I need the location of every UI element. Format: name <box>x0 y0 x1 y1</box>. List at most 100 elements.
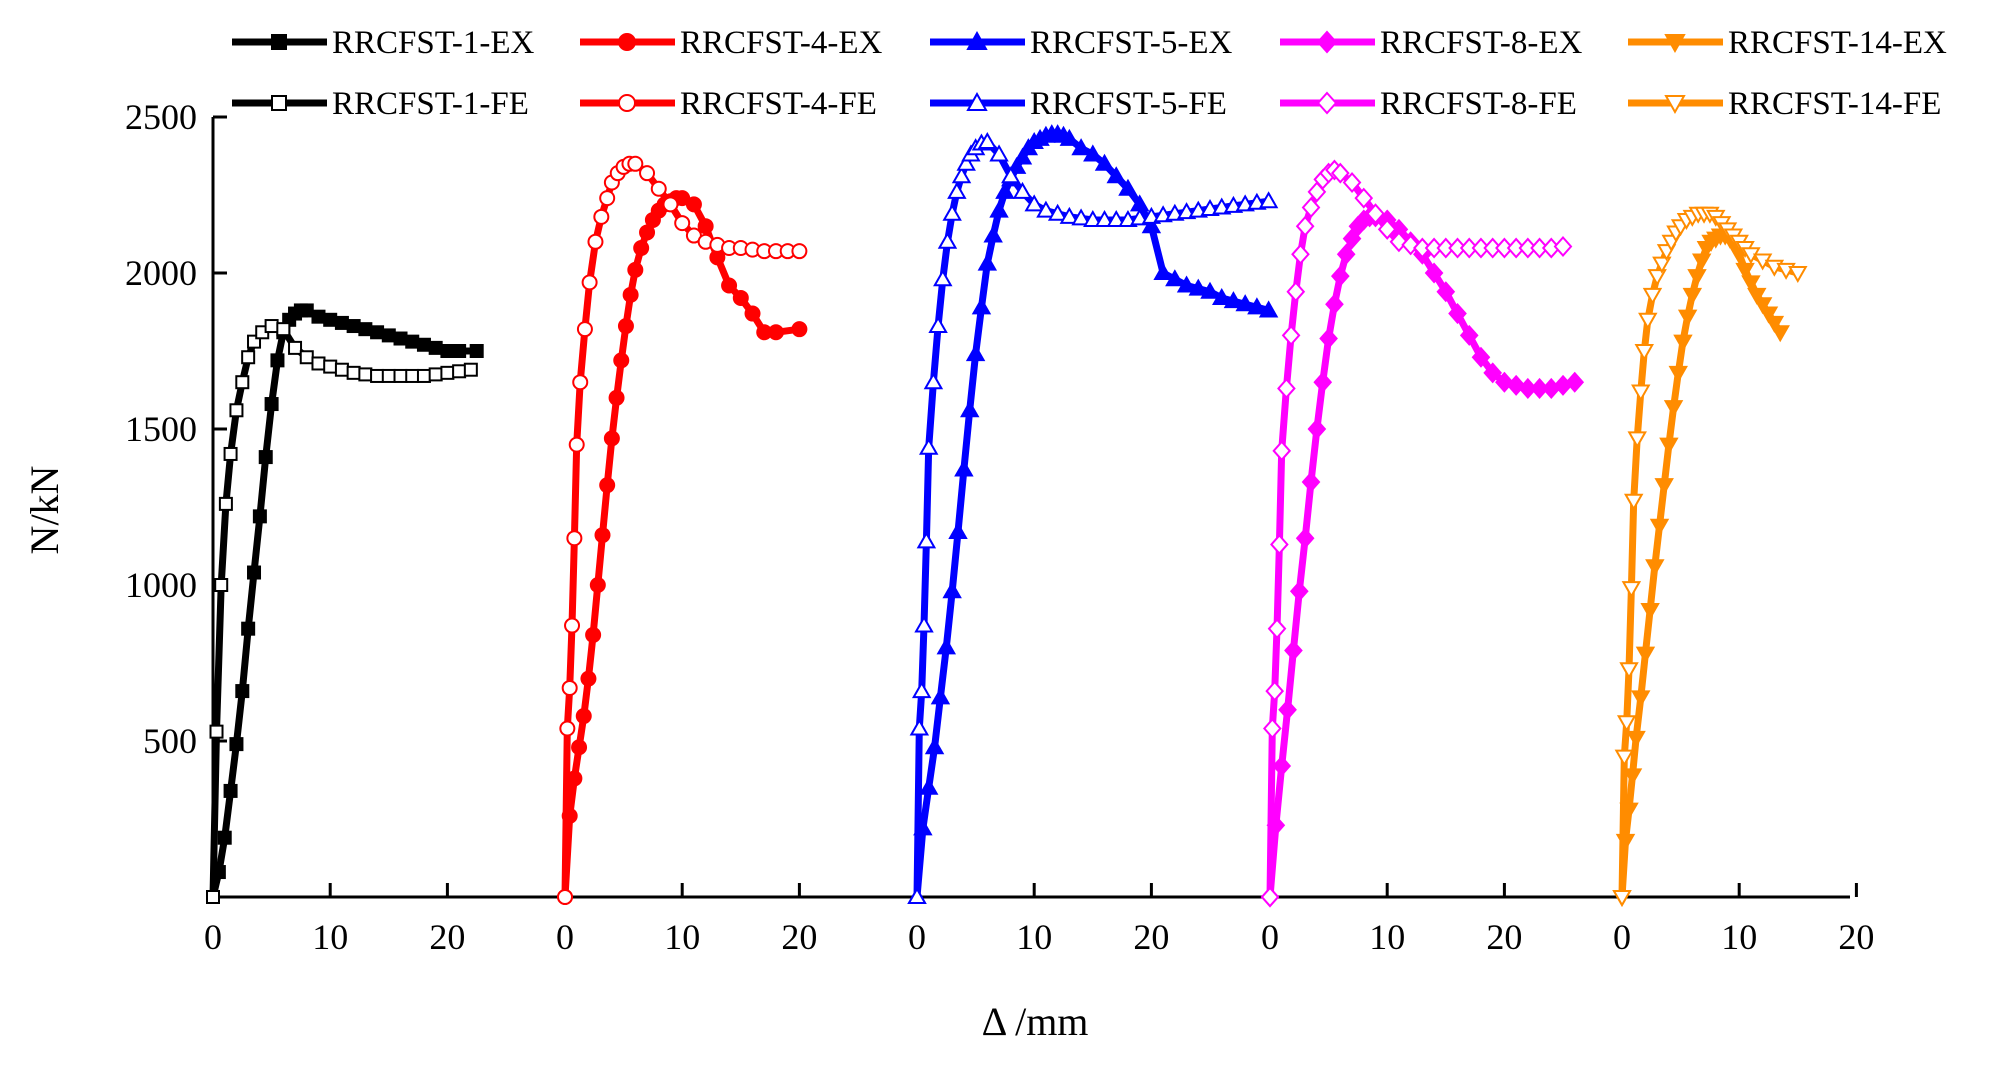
data-point <box>1330 265 1350 287</box>
data-point <box>206 890 220 904</box>
series-line <box>1266 166 1564 898</box>
legend-marker <box>271 95 287 111</box>
data-point <box>918 437 939 455</box>
data-point <box>358 367 373 382</box>
data-point <box>1622 768 1643 786</box>
data-point <box>1747 287 1767 305</box>
legend-marker <box>1316 91 1338 115</box>
data-point <box>1448 303 1467 325</box>
x-tick-label: 20 <box>781 917 817 957</box>
data-point <box>229 737 244 752</box>
data-point <box>288 340 303 355</box>
data-point <box>1301 196 1321 218</box>
data-point <box>1691 253 1712 271</box>
data-point <box>907 886 927 904</box>
x-tick-label: 10 <box>1016 917 1052 957</box>
legend-marker <box>966 91 988 111</box>
data-point <box>1176 275 1197 293</box>
data-point <box>416 337 431 352</box>
data-point <box>1619 662 1639 680</box>
data-point <box>218 496 233 511</box>
data-point <box>1211 287 1232 305</box>
data-point <box>1645 559 1665 577</box>
legend-entry: RRCFST-4-FE <box>580 86 877 122</box>
data-point <box>599 190 616 207</box>
data-point <box>1295 527 1315 549</box>
data-point <box>1788 266 1808 284</box>
data-point <box>1649 518 1670 536</box>
data-point <box>1307 418 1327 440</box>
legend-label: RRCFST-8-EX <box>1380 25 1583 61</box>
data-point <box>1289 580 1309 602</box>
data-point <box>911 681 932 699</box>
legend-entry: RRCFST-14-EX <box>1628 25 1947 61</box>
legend-marker <box>1664 34 1686 54</box>
data-point <box>1200 281 1220 299</box>
legend-label: RRCFST-8-FE <box>1380 86 1577 122</box>
data-point <box>1758 306 1779 324</box>
data-point <box>276 322 291 337</box>
data-point <box>767 324 784 341</box>
legend-marker <box>1664 95 1686 115</box>
legend: RRCFST-1-EX RRCFST-1-FE RRCFST-4-EX RRCFST-… <box>232 25 1947 122</box>
data-point <box>217 830 232 845</box>
data-point <box>603 430 620 447</box>
y-tick-label: 1000 <box>125 565 197 605</box>
data-point <box>1272 755 1292 777</box>
data-point <box>235 684 250 699</box>
data-point <box>1059 128 1080 146</box>
data-point <box>977 131 998 149</box>
data-point <box>960 400 980 418</box>
data-point <box>942 203 962 221</box>
data-point <box>1770 325 1790 343</box>
data-point <box>1614 749 1635 767</box>
y-tick-label: 2500 <box>125 97 197 137</box>
x-tick-label: 20 <box>1486 917 1522 957</box>
data-point <box>956 153 976 171</box>
data-point <box>947 181 967 199</box>
data-point <box>732 289 749 306</box>
x-tick-label: 10 <box>664 917 700 957</box>
data-point <box>1012 147 1033 165</box>
legend-label: RRCFST-14-EX <box>1728 25 1947 61</box>
y-axis-title: N/kN <box>22 466 67 555</box>
data-point <box>557 889 573 905</box>
data-point <box>1621 581 1642 599</box>
data-point <box>214 578 229 592</box>
data-point <box>270 353 285 368</box>
data-point <box>1270 533 1289 555</box>
data-point <box>323 312 338 327</box>
data-point <box>674 215 691 232</box>
data-point <box>1258 300 1279 318</box>
data-point <box>1267 618 1287 640</box>
data-point <box>264 319 279 334</box>
data-point <box>1059 206 1080 224</box>
data-point <box>1295 215 1315 237</box>
data-point <box>1741 275 1761 293</box>
data-point <box>405 334 420 349</box>
data-point <box>252 509 267 524</box>
x-tick-label: 0 <box>204 917 222 957</box>
series-line <box>913 130 1270 898</box>
series-RRCFST-5-FE <box>907 131 1279 904</box>
legend-marker <box>1316 30 1338 54</box>
data-point <box>416 368 431 383</box>
legend-entry: RRCFST-1-EX <box>232 25 535 61</box>
data-point <box>440 365 455 380</box>
data-point <box>1764 315 1785 333</box>
data-point <box>463 362 478 377</box>
data-point <box>924 737 945 755</box>
data-point <box>1612 890 1632 908</box>
series-line <box>561 194 800 898</box>
data-point <box>393 331 408 346</box>
data-point <box>639 224 656 241</box>
data-point <box>264 397 279 412</box>
data-point <box>1118 178 1138 196</box>
data-point <box>1642 287 1663 305</box>
data-point <box>1659 437 1679 455</box>
y-tick-label: 2000 <box>125 253 197 293</box>
series-layer <box>206 124 1808 908</box>
data-point <box>585 626 602 643</box>
data-point <box>1735 262 1755 280</box>
data-point <box>235 375 250 390</box>
